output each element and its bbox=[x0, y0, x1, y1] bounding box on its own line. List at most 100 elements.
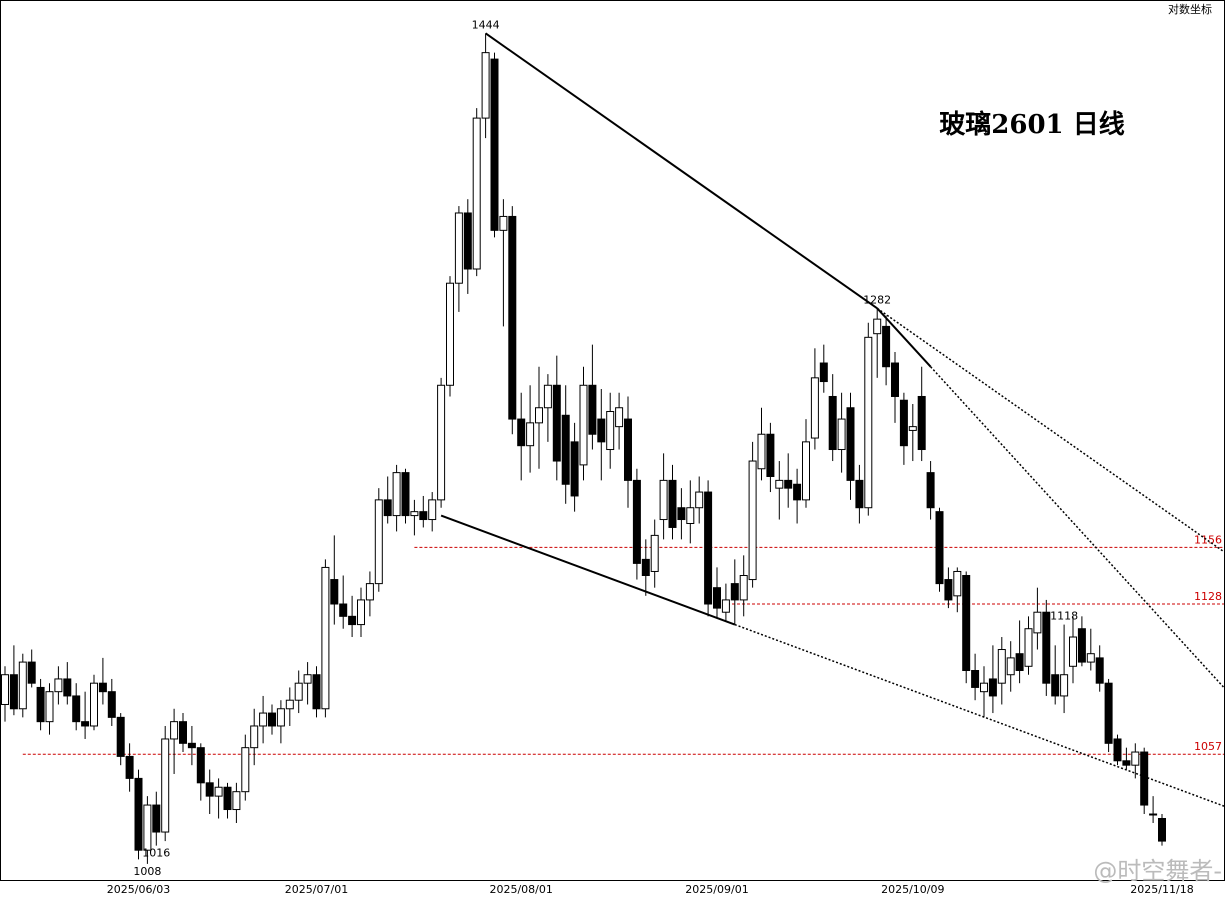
candle-body bbox=[730, 583, 739, 601]
candle-body bbox=[508, 215, 517, 420]
candle-body bbox=[499, 215, 508, 231]
candle-body bbox=[27, 661, 36, 684]
trendline-extension bbox=[876, 307, 1225, 553]
candle-body bbox=[428, 499, 437, 521]
candle-body bbox=[882, 325, 891, 368]
candle-body bbox=[873, 318, 882, 335]
candle-body bbox=[1086, 653, 1095, 663]
candle-body bbox=[241, 747, 250, 793]
candle-body bbox=[641, 558, 650, 577]
candle-body bbox=[624, 418, 632, 481]
scale-label: 对数坐标 bbox=[1168, 2, 1212, 16]
candle-body bbox=[944, 579, 953, 601]
candle-body bbox=[997, 649, 1006, 684]
x-tick-label: 2025/09/01 bbox=[685, 883, 748, 896]
candle-body bbox=[597, 418, 606, 443]
candle-body bbox=[143, 804, 152, 851]
candle-body bbox=[161, 738, 170, 833]
x-tick-label: 2025/10/09 bbox=[881, 883, 944, 896]
candle-body bbox=[1095, 657, 1104, 684]
candle-body bbox=[1158, 818, 1166, 842]
level-label: 1057 bbox=[1194, 740, 1222, 753]
candle-body bbox=[1015, 653, 1024, 672]
candle-body bbox=[365, 583, 374, 601]
candle-body bbox=[668, 479, 677, 528]
watermark: @时空舞者- bbox=[1093, 857, 1222, 885]
candle-body bbox=[18, 661, 27, 710]
candle-body bbox=[1042, 611, 1051, 684]
candle-body bbox=[828, 395, 837, 451]
candle-body bbox=[713, 587, 721, 609]
candle-body bbox=[802, 441, 810, 501]
candle-body bbox=[1149, 813, 1158, 816]
candle-body bbox=[1104, 682, 1113, 744]
level-label: 1156 bbox=[1194, 533, 1222, 546]
candle-body bbox=[401, 472, 410, 517]
candle-body bbox=[410, 511, 419, 517]
candle-body bbox=[392, 472, 401, 517]
candle-body bbox=[463, 212, 472, 270]
candle-body bbox=[54, 678, 63, 693]
candle-body bbox=[134, 777, 143, 851]
x-tick-label: 2025/07/01 bbox=[285, 883, 348, 896]
candle-body bbox=[891, 362, 899, 397]
candle-body bbox=[1033, 611, 1042, 634]
candle-body bbox=[704, 491, 713, 605]
candle-body bbox=[205, 782, 214, 797]
candle-body bbox=[285, 699, 294, 710]
trendline-extension bbox=[734, 623, 1225, 807]
candle-body bbox=[1122, 760, 1131, 766]
candle-body bbox=[98, 682, 107, 693]
candle-body bbox=[125, 755, 134, 779]
candle-body bbox=[721, 599, 730, 613]
candle-body bbox=[45, 691, 54, 723]
candle-body bbox=[988, 678, 997, 697]
candle-body bbox=[383, 499, 392, 517]
candle-body bbox=[971, 670, 980, 688]
candle-body bbox=[1, 674, 9, 705]
candle-body bbox=[748, 460, 757, 581]
candle-body bbox=[454, 212, 463, 284]
candle-body bbox=[757, 433, 766, 470]
candle-body bbox=[917, 395, 926, 451]
candle-body bbox=[90, 682, 98, 727]
candle-body bbox=[303, 674, 312, 684]
point-label: 1008 bbox=[133, 865, 161, 878]
point-label: 1118 bbox=[1050, 610, 1078, 623]
candle-body bbox=[864, 336, 873, 509]
candle-body bbox=[855, 479, 864, 509]
candle-body bbox=[472, 117, 481, 270]
candle-body bbox=[214, 786, 223, 797]
trendline-extension bbox=[930, 366, 1225, 689]
chart-title: 玻璃2601 日线 bbox=[939, 109, 1124, 140]
candle-body bbox=[348, 615, 357, 626]
candle-body bbox=[810, 377, 819, 439]
candle-body bbox=[312, 674, 321, 710]
candle-body bbox=[784, 479, 793, 489]
point-label: 1444 bbox=[472, 18, 500, 31]
candle-body bbox=[36, 686, 45, 723]
candle-body bbox=[446, 282, 454, 386]
candle-body bbox=[339, 603, 348, 617]
candle-body bbox=[980, 682, 988, 693]
candle-body bbox=[1060, 674, 1069, 697]
point-label: 1016 bbox=[142, 847, 170, 860]
candle-body bbox=[294, 682, 303, 701]
point-label: 1282 bbox=[863, 293, 891, 306]
candle-body bbox=[170, 721, 179, 740]
candle-body bbox=[268, 712, 276, 727]
candle-body bbox=[766, 433, 775, 477]
candle-body bbox=[223, 786, 232, 811]
candle-body bbox=[374, 499, 383, 585]
candle-body bbox=[437, 384, 446, 501]
candle-body bbox=[686, 507, 695, 524]
candle-body bbox=[739, 575, 748, 601]
candle-body bbox=[659, 479, 668, 521]
candle-body bbox=[935, 511, 944, 585]
candle-body bbox=[561, 414, 570, 485]
candle-body bbox=[615, 407, 624, 428]
candle-body bbox=[846, 407, 855, 481]
candle-body bbox=[926, 472, 935, 509]
candle-body bbox=[588, 384, 597, 435]
